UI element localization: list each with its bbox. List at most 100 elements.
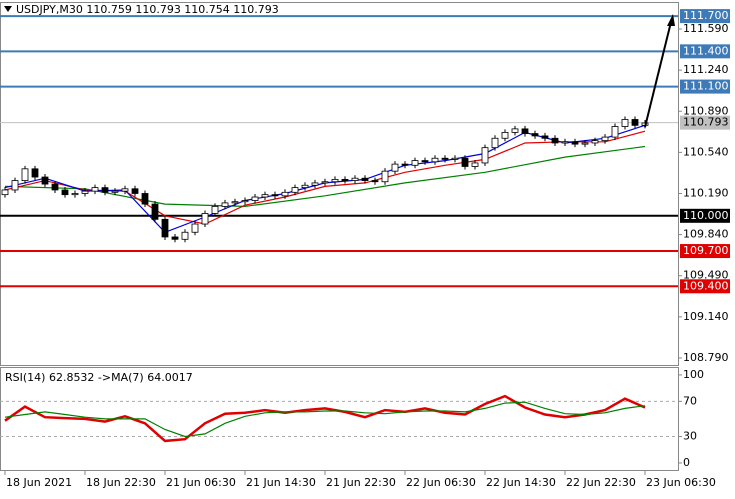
candle — [101, 187, 109, 193]
level-label: 111.400 — [683, 44, 729, 57]
candle — [241, 200, 249, 203]
level-label-box — [680, 208, 730, 223]
indicator-line — [4, 145, 646, 208]
level-label-box — [680, 115, 730, 130]
level-label-box — [680, 79, 730, 94]
candle — [301, 184, 309, 189]
candle — [11, 180, 19, 191]
y-tick-label: 111.240 — [683, 63, 729, 76]
indicator-line — [4, 401, 646, 438]
price-panel — [0, 2, 679, 366]
candle — [31, 168, 39, 178]
candle — [511, 128, 519, 133]
level-label: 111.100 — [683, 80, 729, 93]
candle — [71, 193, 79, 196]
y-tick-label: 109.490 — [683, 269, 729, 282]
level-label-box — [680, 9, 730, 24]
level-label: 110.793 — [683, 116, 729, 129]
y-tick-label: 109.840 — [683, 228, 729, 241]
x-tick-label: 22 Jun 06:30 — [406, 476, 476, 489]
candle — [561, 141, 569, 144]
candle — [281, 191, 289, 197]
candle — [111, 190, 119, 193]
candle — [391, 163, 399, 172]
candle — [61, 189, 69, 196]
candle — [211, 206, 219, 214]
candle — [271, 194, 279, 197]
candle — [401, 163, 409, 166]
y-tick-label: 0 — [683, 456, 690, 469]
y-tick-label: 108.790 — [683, 351, 729, 364]
candle — [381, 170, 389, 183]
level-label-box — [680, 44, 730, 59]
candle — [151, 203, 159, 220]
candle — [611, 126, 619, 138]
y-tick-label: 110.190 — [683, 186, 729, 199]
candle — [461, 157, 469, 167]
candle — [631, 119, 639, 126]
candle — [621, 119, 629, 127]
y-tick-label: 30 — [683, 430, 697, 443]
forecast-arrow — [644, 21, 672, 128]
candle — [251, 196, 259, 201]
candle — [371, 180, 379, 183]
candle — [591, 140, 599, 144]
candle — [91, 187, 99, 192]
candle — [51, 183, 59, 191]
candle — [191, 223, 199, 233]
chart-title: USDJPY,M30 110.759 110.793 110.754 110.7… — [16, 3, 279, 16]
candle — [521, 128, 529, 134]
x-tick-label: 22 Jun 22:30 — [566, 476, 636, 489]
candle — [311, 182, 319, 186]
x-tick-label: 18 Jun 2021 — [6, 476, 72, 489]
candle — [451, 157, 459, 160]
candle — [571, 141, 579, 145]
candle — [41, 176, 49, 185]
candle — [531, 133, 539, 137]
x-tick-label: 23 Jun 06:30 — [646, 476, 716, 489]
candle — [551, 137, 559, 144]
candle — [481, 147, 489, 164]
candle — [81, 190, 89, 194]
candle — [1, 189, 9, 196]
y-tick-label: 100 — [683, 368, 704, 381]
candle — [161, 218, 169, 238]
candle — [471, 162, 479, 167]
candle — [21, 168, 29, 181]
level-label: 109.700 — [683, 244, 729, 257]
x-tick-label: 21 Jun 22:30 — [326, 476, 396, 489]
candle — [221, 202, 229, 207]
candle — [331, 178, 339, 183]
x-tick-label: 21 Jun 06:30 — [166, 476, 236, 489]
candle — [231, 201, 239, 204]
candle — [351, 177, 359, 181]
candle — [411, 160, 419, 166]
y-tick-label: 109.140 — [683, 310, 729, 323]
indicator-line — [4, 394, 646, 443]
y-tick-label: 110.890 — [683, 104, 729, 117]
x-tick-label: 22 Jun 14:30 — [486, 476, 556, 489]
candle — [581, 142, 589, 145]
candle — [361, 177, 369, 181]
level-label: 110.000 — [683, 209, 729, 222]
level-label: 111.700 — [683, 9, 729, 22]
candle — [341, 178, 349, 181]
candle — [541, 135, 549, 139]
level-label: 109.400 — [683, 279, 729, 292]
candle — [171, 236, 179, 240]
candle — [441, 157, 449, 160]
candle — [261, 194, 269, 198]
candle — [601, 136, 609, 142]
candle — [141, 193, 149, 205]
candle — [131, 188, 139, 194]
candle — [121, 188, 129, 192]
rsi-title: RSI(14) 62.8532 ->MA(7) 64.0017 — [5, 371, 193, 384]
candle — [421, 160, 429, 163]
menu-triangle — [4, 6, 12, 12]
x-tick-label: 21 Jun 14:30 — [246, 476, 316, 489]
level-label-box — [680, 279, 730, 294]
candle — [291, 187, 299, 193]
candle — [201, 213, 209, 225]
candle — [501, 131, 509, 139]
